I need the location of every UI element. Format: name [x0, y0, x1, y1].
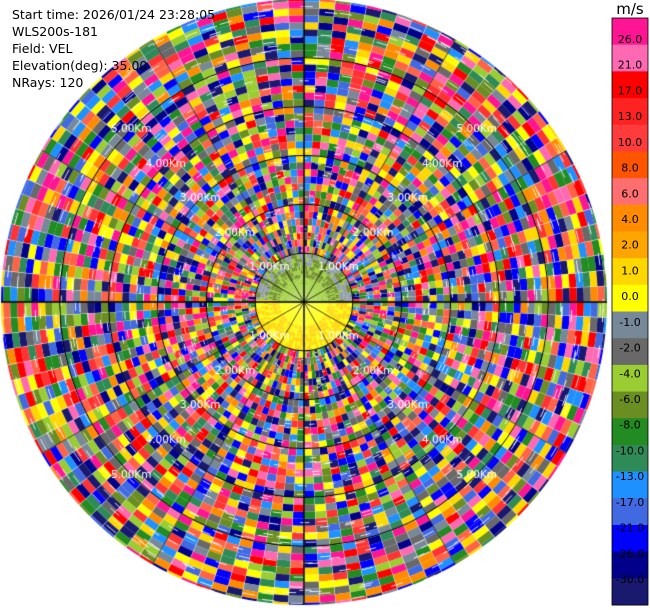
colorbar-unit: m/s [616, 0, 644, 18]
colorbar-tick-label: -17.0 [616, 496, 644, 509]
colorbar-tick-label: 0.0 [621, 290, 639, 303]
colorbar-swatch [612, 578, 648, 606]
colorbar-swatch [612, 204, 648, 232]
colorbar-tick-label: 26.0 [618, 33, 643, 46]
colorbar-tick-label: 17.0 [618, 84, 643, 97]
colorbar-tick-label: 13.0 [618, 110, 643, 123]
colorbar-tick-label: -26.0 [616, 547, 644, 560]
field-text: Field: VEL [12, 41, 73, 56]
colorbar-swatch [612, 444, 648, 473]
colorbar-swatch [612, 178, 648, 206]
colorbar-tick-label: -21.0 [616, 522, 644, 535]
colorbar-swatch [612, 18, 648, 46]
plot-info: Start time: 2026/01/24 23:28:05 WLS200s-… [12, 6, 215, 91]
colorbar-swatch [612, 338, 648, 366]
colorbar-swatch [612, 498, 648, 526]
colorbar-tick-label: -2.0 [619, 342, 640, 355]
colorbar-swatch [612, 311, 648, 339]
colorbar-swatch [612, 44, 648, 72]
colorbar-tick-label: -10.0 [616, 444, 644, 457]
colorbar-tick-label: 10.0 [618, 136, 643, 149]
colorbar-swatch [612, 258, 648, 286]
colorbar-swatch [612, 71, 648, 99]
colorbar-tick-label: -13.0 [616, 470, 644, 483]
colorbar-swatch [612, 364, 648, 393]
colorbar-swatch [612, 418, 648, 446]
colorbar-swatch [612, 98, 648, 126]
colorbar-tick-label: 1.0 [621, 264, 639, 277]
colorbar-tick-label: 2.0 [621, 239, 639, 252]
colorbar-frame [611, 17, 649, 606]
colorbar-swatch [612, 151, 648, 179]
colorbar-swatch [612, 471, 648, 499]
colorbar-tick-label: 21.0 [618, 59, 643, 72]
colorbar: 26.0 21.0 17.0 13.0 10.0 8.0 6.0 4.0 2.0 1.0 0.0 -1… [611, 17, 649, 606]
colorbar-tick-label: -6.0 [619, 393, 640, 406]
colorbar-swatch [612, 284, 648, 312]
colorbar-swatch [612, 391, 648, 419]
ppi-plot [0, 0, 610, 610]
colorbar-swatch [612, 551, 648, 579]
nrays-text: NRays: 120 [12, 75, 84, 90]
colorbar-swatch [612, 124, 648, 152]
colorbar-tick-label: -1.0 [619, 316, 640, 329]
colorbar-tick-label: 6.0 [621, 187, 639, 200]
instrument-text: WLS200s-181 [12, 24, 98, 39]
start-time-text: Start time: 2026/01/24 23:28:05 [12, 7, 216, 22]
colorbar-swatch [612, 524, 648, 553]
colorbar-swatch [612, 231, 648, 259]
colorbar-tick-label: -4.0 [619, 367, 640, 380]
colorbar-tick-label: -30.0 [616, 573, 644, 586]
elevation-text: Elevation(deg): 35.00 [12, 58, 148, 73]
colorbar-tick-label: 8.0 [621, 162, 639, 175]
colorbar-tick-label: -8.0 [619, 419, 640, 432]
colorbar-tick-label: 4.0 [621, 213, 639, 226]
